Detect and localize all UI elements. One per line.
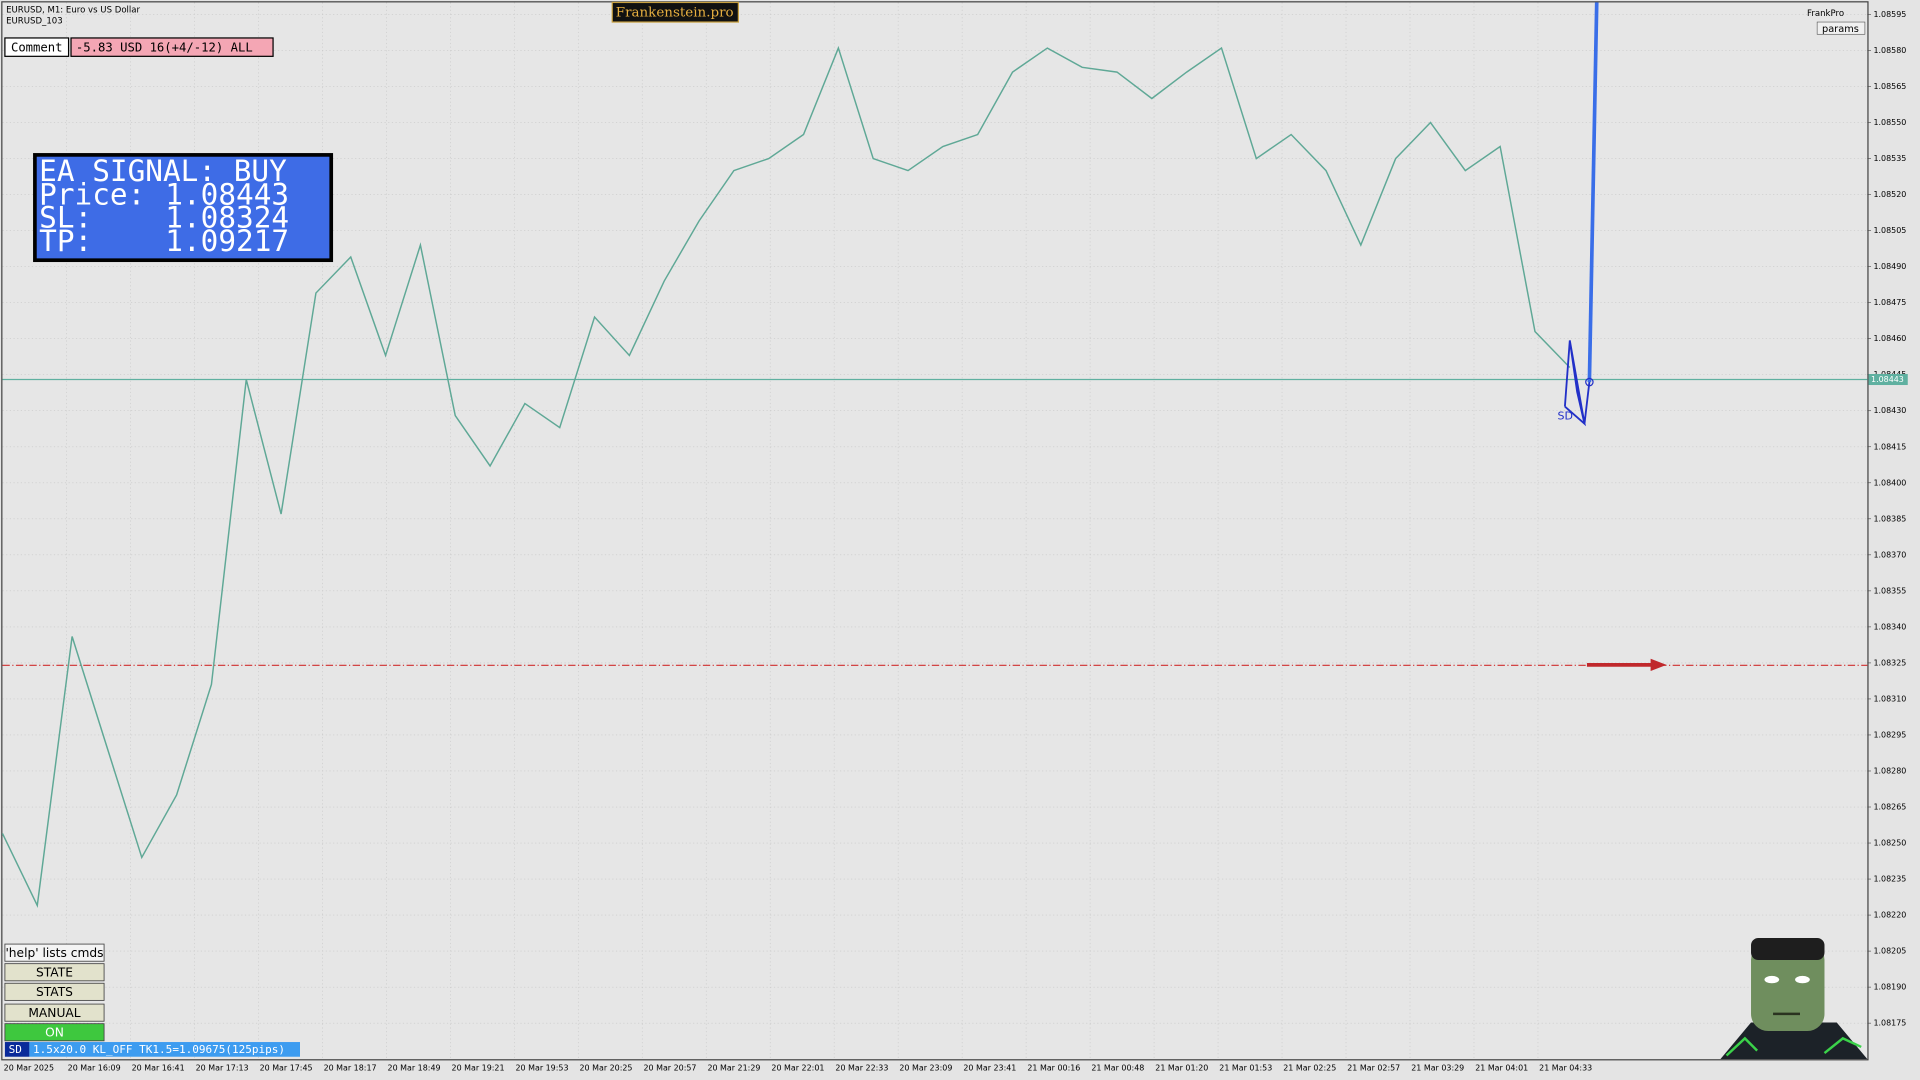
y-tick-label: 1.08190 [1873, 983, 1906, 992]
mascot [1720, 937, 1868, 1060]
x-tick-label: 21 Mar 04:01 [1475, 1063, 1528, 1072]
user: FrankPro [1807, 9, 1844, 19]
x-tick-label: 20 Mar 16:41 [132, 1063, 185, 1072]
x-tick-label: 21 Mar 01:20 [1155, 1063, 1208, 1072]
button[interactable] [4, 1003, 105, 1022]
status-box [29, 1042, 300, 1057]
signal-box [33, 153, 334, 263]
button-label[interactable]: ON [45, 1025, 64, 1039]
y-tick-label: 1.08205 [1873, 947, 1906, 956]
y-tick-label: 1.08475 [1873, 298, 1906, 307]
x-tick-label: 21 Mar 02:25 [1283, 1063, 1336, 1072]
x-tick-label: 20 Mar 16:09 [68, 1063, 121, 1072]
y-tick-label: 1.08295 [1873, 730, 1906, 739]
sl-value: 1.08324 [165, 201, 289, 235]
price-trace [1, 45, 1571, 909]
x-tick-label: 20 Mar 23:09 [899, 1063, 952, 1072]
pattern-label: SD [1558, 409, 1573, 422]
x-tick-label: 20 Mar 21:29 [707, 1063, 760, 1072]
x-tick-label: 20 Mar 19:21 [452, 1063, 505, 1072]
x-tick-label: 20 Mar 18:17 [324, 1063, 377, 1072]
x-tick-label: 20 Mar 23:41 [963, 1063, 1016, 1072]
y-tick-label: 1.08565 [1873, 82, 1906, 91]
x-tick-label: 20 Mar 2025 [4, 1063, 54, 1072]
projection-line [1587, 2, 1599, 383]
params-label[interactable]: params [1822, 24, 1859, 35]
status-text: 1.5x20.0 KL_OFF TK1.5=1.09675(125pips) [33, 1043, 285, 1056]
y-tick-label: 1.08280 [1873, 766, 1906, 775]
button[interactable] [4, 943, 105, 962]
pnl-box [70, 37, 274, 57]
y-tick-label: 1.08535 [1873, 154, 1906, 163]
button[interactable] [4, 963, 105, 982]
y-tick-label: 1.08385 [1873, 514, 1906, 523]
params-button[interactable] [1816, 21, 1866, 35]
x-tick-label: 20 Mar 20:57 [643, 1063, 696, 1072]
tp-value: 1.09217 [165, 224, 289, 258]
x-tick-label: 21 Mar 04:33 [1539, 1063, 1592, 1072]
y-tick-label: 1.08265 [1873, 803, 1906, 812]
y-tick-label: 1.08325 [1873, 658, 1906, 667]
symbol: EURUSD, M1: Euro vs US Dollar [6, 5, 140, 15]
comment-label: Comment [11, 40, 63, 54]
y-tick-label: 1.08340 [1873, 622, 1906, 631]
x-tick-label: 20 Mar 22:33 [835, 1063, 888, 1072]
y-tick-label: 1.08580 [1873, 46, 1906, 55]
y-tick-label: 1.08460 [1873, 334, 1906, 343]
y-tick-label: 1.08355 [1873, 586, 1906, 595]
y-tick-label: 1.08400 [1873, 478, 1906, 487]
x-tick-label: 21 Mar 00:48 [1091, 1063, 1144, 1072]
price-line [1, 45, 1571, 909]
x-tick-label: 20 Mar 19:53 [516, 1063, 569, 1072]
y-tick-label: 1.08490 [1873, 262, 1906, 271]
brand: Frankenstein.pro [616, 5, 734, 20]
x-tick-label: 21 Mar 02:57 [1347, 1063, 1400, 1072]
button[interactable] [4, 982, 105, 1001]
y-tick-label: 1.08175 [1873, 1019, 1906, 1028]
status-tag: SD [9, 1043, 22, 1056]
status-tag-box [4, 1042, 30, 1057]
x-tick-label: 21 Mar 03:29 [1411, 1063, 1464, 1072]
button-label[interactable]: 'help' lists cmds [5, 946, 103, 960]
y-tick-label: 1.08370 [1873, 550, 1906, 559]
x-tick-label: 20 Mar 20:25 [579, 1063, 632, 1072]
y-tick-label: 1.08505 [1873, 226, 1906, 235]
comment-box [4, 37, 70, 57]
x-tick-label: 21 Mar 01:53 [1219, 1063, 1272, 1072]
x-tick-label: 20 Mar 17:13 [196, 1063, 249, 1072]
y-tick-label: 1.08220 [1873, 911, 1906, 920]
y-tick-label: 1.08430 [1873, 406, 1906, 415]
tp-label: TP: [39, 224, 92, 258]
y-tick-label: 1.08310 [1873, 694, 1906, 703]
y-tick-label: 1.08550 [1873, 118, 1906, 127]
account: EURUSD_103 [6, 16, 63, 26]
buttons: 'help' lists cmds STATE STATS MANUAL ON [4, 943, 105, 1042]
y-tick-label: 1.08235 [1873, 875, 1906, 884]
x-tick-label: 20 Mar 18:49 [388, 1063, 441, 1072]
pnl: -5.83 USD 16(+4/-12) ALL [76, 40, 253, 54]
sl-arrow-head [1650, 658, 1667, 672]
button-label[interactable]: MANUAL [28, 1006, 80, 1020]
price-label: Price: [39, 177, 145, 211]
x-tick-label: 20 Mar 17:45 [260, 1063, 313, 1072]
signal-title: EA SIGNAL: BUY [39, 154, 287, 188]
button-label[interactable]: STATE [36, 965, 73, 979]
x-tick-label: 21 Mar 00:16 [1027, 1063, 1080, 1072]
y-tick-label: 1.08415 [1873, 442, 1906, 451]
current-price-tag [1868, 374, 1908, 386]
x-tick-label: 20 Mar 22:01 [771, 1063, 824, 1072]
price-value: 1.08443 [165, 177, 289, 211]
sl-label: SL: [39, 201, 92, 235]
button-label[interactable]: STATS [36, 985, 73, 999]
y-tick-label: 1.08250 [1873, 839, 1906, 848]
entry-marker [1585, 377, 1594, 387]
button[interactable] [4, 1023, 105, 1042]
current-price-value: 1.08443 [1871, 375, 1904, 384]
brand-box [611, 1, 739, 23]
y-tick-label: 1.08520 [1873, 190, 1906, 199]
y-tick-label: 1.08595 [1873, 10, 1906, 19]
